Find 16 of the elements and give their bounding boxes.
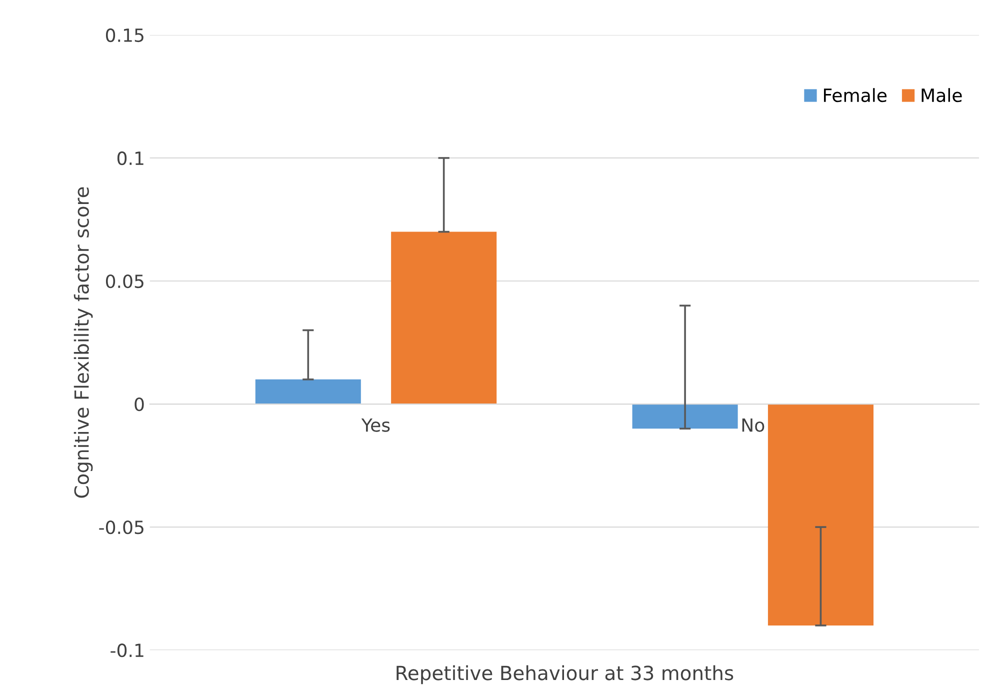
x-tick-label: Yes [361,418,390,432]
bar [768,404,874,626]
y-axis-title: Cognitive Flexibility factor score [74,187,93,498]
bar [255,379,361,404]
legend-label: Female [824,88,887,102]
bar [391,232,497,404]
x-tick-label: No [742,418,764,432]
y-tick-label: 0.05 [106,274,144,288]
y-tick-label: 0 [134,397,144,412]
y-tick-label: -0.05 [99,520,144,534]
y-tick-label: -0.1 [110,644,144,658]
y-tick-label: 0.1 [117,151,144,166]
x-axis-title: Repetitive Behaviour at 33 months [396,665,734,684]
bar [632,404,738,429]
legend-label: Male [922,88,962,102]
y-tick-label: 0.15 [106,28,144,42]
